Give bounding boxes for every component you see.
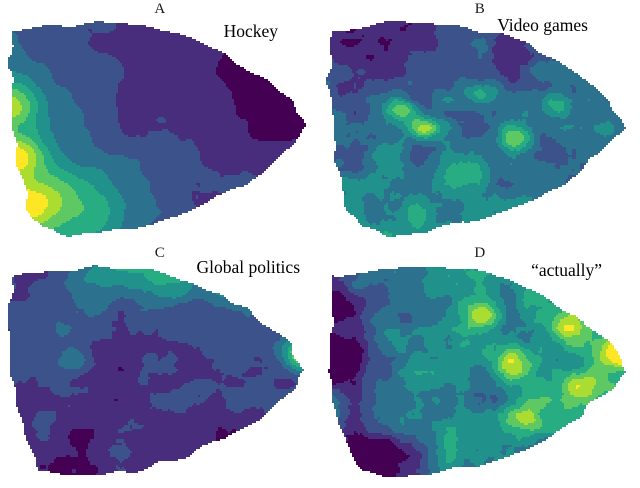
- panel-a: A Hockey: [0, 0, 320, 244]
- panel-c-letter: C: [154, 245, 166, 261]
- panel-c: C Global politics: [0, 244, 320, 488]
- panel-a-density-canvas: [4, 15, 316, 241]
- panel-d: D “actually”: [320, 244, 640, 488]
- panel-c-title: Global politics: [196, 257, 300, 277]
- panel-a-letter: A: [154, 1, 166, 17]
- panel-d-title: “actually”: [531, 260, 602, 280]
- panel-b-density-canvas: [324, 15, 636, 241]
- panel-d-density-canvas: [324, 259, 636, 485]
- panel-d-letter: D: [474, 245, 486, 261]
- panel-b-title: Video games: [497, 15, 588, 35]
- panel-c-density-canvas: [4, 259, 316, 485]
- panel-b: B Video games: [320, 0, 640, 244]
- panel-a-title: Hockey: [223, 21, 278, 41]
- panel-b-letter: B: [474, 1, 486, 17]
